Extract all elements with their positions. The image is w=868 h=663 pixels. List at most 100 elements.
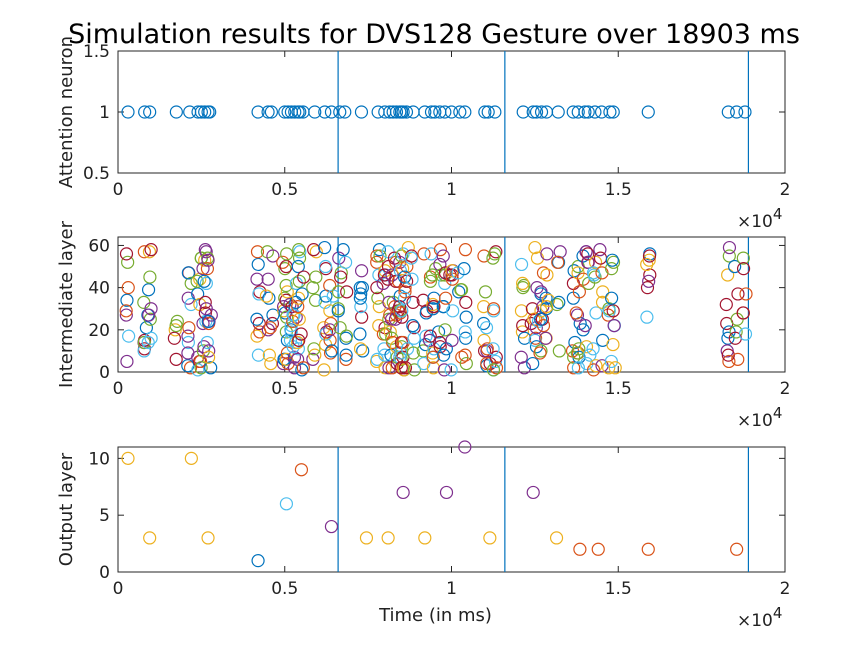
spike-marker	[338, 105, 352, 119]
x-tick-label: 2	[780, 579, 791, 599]
spike-marker	[721, 268, 735, 282]
output-spike-marker	[396, 485, 410, 500]
spike-marker	[602, 304, 616, 318]
spike-marker	[433, 340, 447, 354]
spike-marker	[736, 262, 751, 276]
spike-marker	[477, 249, 491, 263]
spike-marker	[261, 323, 275, 337]
spike-marker	[355, 310, 369, 324]
spike-marker	[308, 105, 322, 119]
spike-marker	[738, 105, 752, 119]
spike-marker	[551, 105, 565, 119]
spike-marker	[292, 251, 307, 265]
spike-marker	[552, 344, 566, 358]
output-spike-marker	[324, 519, 339, 534]
spike-marker	[578, 318, 592, 333]
spike-marker	[333, 321, 347, 335]
spike-marker	[515, 325, 530, 339]
spike-marker	[333, 105, 347, 119]
spike-marker	[169, 352, 183, 366]
spike-marker	[589, 359, 603, 373]
spike-marker	[250, 245, 265, 259]
spike-marker	[264, 105, 279, 119]
spike-marker	[370, 255, 384, 269]
output-spike-marker	[641, 542, 655, 556]
spike-marker	[457, 262, 471, 276]
spike-marker	[119, 247, 134, 261]
spike-marker	[604, 354, 618, 369]
spike-marker	[279, 278, 293, 293]
spike-marker	[529, 105, 544, 119]
output-spike-marker	[251, 554, 265, 568]
spike-marker	[339, 352, 353, 366]
spike-marker	[642, 249, 657, 263]
spike-marker	[605, 291, 619, 305]
spike-marker	[552, 295, 566, 309]
spike-marker	[608, 361, 622, 375]
spike-marker	[602, 361, 616, 375]
spike-marker	[540, 247, 554, 261]
spike-marker	[287, 361, 302, 375]
spike-marker	[515, 276, 530, 291]
output-spike-marker	[526, 485, 540, 500]
spike-marker	[336, 243, 350, 257]
spike-marker	[386, 335, 400, 350]
spike-marker	[736, 306, 750, 320]
spike-marker	[640, 257, 654, 272]
spike-marker	[488, 247, 502, 261]
spike-marker	[204, 361, 218, 375]
x-exponent-power: 4	[773, 205, 783, 223]
spike-marker	[198, 253, 212, 267]
spike-marker	[722, 240, 737, 255]
spike-marker	[489, 350, 503, 364]
spike-marker	[323, 323, 337, 337]
x-tick-label: 2	[780, 180, 791, 200]
spike-marker	[170, 314, 184, 328]
output-spike-marker	[121, 451, 135, 465]
spike-marker	[307, 243, 321, 257]
y-tick-label: 20	[88, 321, 110, 341]
spike-marker	[340, 285, 354, 299]
spike-marker	[426, 297, 440, 312]
spike-marker	[530, 251, 545, 265]
x-tick-label: 2	[780, 379, 791, 399]
spike-marker	[184, 297, 198, 312]
spike-marker	[292, 333, 306, 347]
spike-marker	[516, 105, 530, 119]
spike-marker	[167, 331, 181, 345]
spike-marker	[200, 335, 214, 350]
spike-marker	[583, 348, 597, 362]
spike-marker	[289, 310, 303, 324]
spike-marker	[397, 270, 412, 284]
spike-marker	[119, 304, 133, 318]
spike-marker	[378, 361, 392, 375]
spike-marker	[731, 287, 745, 301]
spike-marker	[144, 331, 158, 345]
spike-marker	[278, 262, 292, 276]
spike-marker	[201, 314, 215, 328]
spike-marker	[606, 337, 620, 352]
spike-marker	[427, 300, 441, 314]
spike-marker	[142, 245, 157, 259]
spike-marker	[293, 245, 307, 259]
output-panel: 0 0.5 1 1.5 2 0 5 10 ×104 Output layer Time (in ms…	[56, 440, 791, 631]
spike-marker	[138, 105, 152, 119]
output-spike-marker	[591, 542, 605, 556]
spike-marker	[191, 287, 205, 301]
spike-marker	[395, 310, 409, 324]
spike-marker	[199, 245, 213, 259]
spike-marker	[262, 348, 276, 362]
y-axis-label: Attention neuron	[56, 36, 77, 188]
spike-marker	[318, 259, 333, 274]
spike-marker	[606, 255, 621, 269]
spike-marker	[588, 255, 603, 269]
output-spike-marker	[730, 542, 744, 556]
spike-marker	[640, 310, 654, 324]
spike-marker	[141, 283, 156, 297]
spike-marker	[728, 259, 742, 274]
spike-marker	[516, 318, 530, 333]
spike-marker	[202, 344, 216, 358]
axes-box	[117, 50, 786, 174]
spike-marker	[287, 350, 302, 364]
